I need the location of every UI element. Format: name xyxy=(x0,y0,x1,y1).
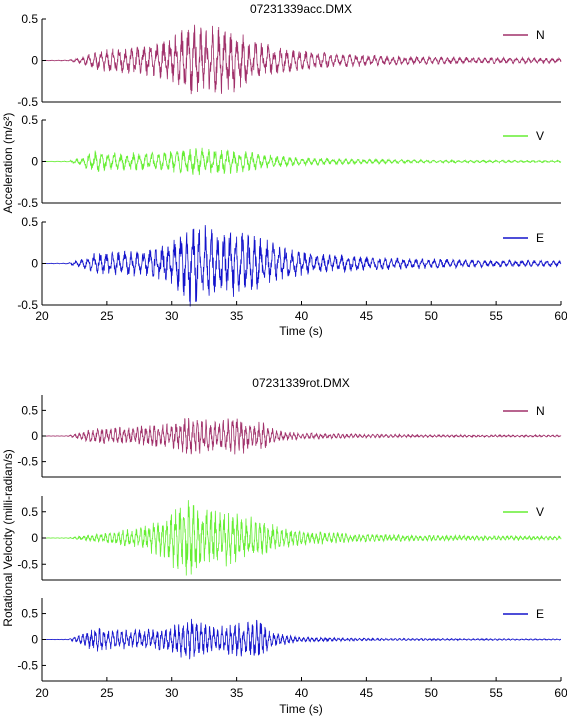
y-tick-label: 0.5 xyxy=(21,607,38,621)
x-tick-label: 40 xyxy=(295,686,309,700)
series-line-e xyxy=(41,225,562,307)
y-tick-label: 0 xyxy=(31,155,38,169)
x-tick-label: 20 xyxy=(35,686,49,700)
x-tick-label: 60 xyxy=(554,686,567,700)
acceleration-x-axis-label: Time (s) xyxy=(279,324,323,338)
y-tick-label: 0 xyxy=(31,429,38,443)
y-tick-label: 0.5 xyxy=(21,505,38,519)
y-tick-label: -0.5 xyxy=(17,196,38,210)
y-tick-label: 0.5 xyxy=(21,215,38,229)
y-tick-label: -0.5 xyxy=(17,298,38,312)
x-tick-label: 45 xyxy=(360,686,374,700)
series-line-e xyxy=(41,618,562,660)
panel-n-0: 0.5 0 -0.5 N xyxy=(17,12,562,109)
legend-label-e: E xyxy=(536,607,544,621)
y-tick-label: -0.5 xyxy=(17,455,38,469)
x-tick-label: 25 xyxy=(100,309,114,323)
panel-v-0: 0.5 0 -0.5 V xyxy=(17,113,562,210)
y-tick-label: -0.5 xyxy=(17,658,38,672)
y-tick-label: 0.5 xyxy=(21,113,38,127)
y-tick-label: -0.5 xyxy=(17,95,38,109)
y-tick-label: 0.5 xyxy=(21,403,38,417)
legend-label-v: V xyxy=(536,129,544,143)
x-tick-label: 20 xyxy=(35,309,49,323)
acceleration-y-axis-label: Acceleration (m/s²) xyxy=(1,113,15,214)
x-tick-label: 50 xyxy=(425,309,439,323)
x-tick-label: 50 xyxy=(425,686,439,700)
y-tick-label: 0 xyxy=(31,54,38,68)
panel-n-1: 0.5 0 -0.5 N xyxy=(17,395,562,478)
rotation-chart: 07231339rot.DMX Rotational Velocity (mil… xyxy=(1,376,567,716)
y-tick-label: 0.5 xyxy=(21,12,38,26)
series-line-v xyxy=(41,500,562,576)
x-tick-label: 35 xyxy=(230,309,244,323)
x-tick-label: 25 xyxy=(100,686,114,700)
series-line-n xyxy=(42,418,562,455)
rotation-y-axis-label: Rotational Velocity (milli-radian/s) xyxy=(1,449,15,626)
x-tick-label: 55 xyxy=(489,686,503,700)
x-axis: 20 25 30 35 40 45 50 55 60 xyxy=(35,301,567,323)
x-tick-label: 30 xyxy=(165,309,179,323)
panel-e-0: 0.5 0 -0.5 E xyxy=(17,215,562,312)
x-tick-label: 45 xyxy=(360,309,374,323)
x-tick-label: 40 xyxy=(295,309,309,323)
x-tick-label: 30 xyxy=(165,686,179,700)
legend-label-n: N xyxy=(536,404,545,418)
panel-v-1: 0.5 0 -0.5 V xyxy=(17,496,562,581)
panel-e-1: 0.5 0 -0.5 E xyxy=(17,598,562,682)
x-tick-label: 55 xyxy=(489,309,503,323)
x-axis: 20 25 30 35 40 45 50 55 60 xyxy=(35,677,567,700)
legend-label-n: N xyxy=(536,28,545,42)
rotation-chart-title: 07231339rot.DMX xyxy=(252,376,349,390)
y-tick-label: 0 xyxy=(31,633,38,647)
series-line-v xyxy=(41,147,562,176)
y-tick-label: -0.5 xyxy=(17,557,38,571)
y-tick-label: 0 xyxy=(31,531,38,545)
y-tick-label: 0 xyxy=(31,257,38,271)
rotation-x-axis-label: Time (s) xyxy=(279,702,323,716)
acceleration-chart-title: 07231339acc.DMX xyxy=(250,2,352,16)
acceleration-chart: 07231339acc.DMX Acceleration (m/s²) Time… xyxy=(1,2,567,338)
x-tick-label: 60 xyxy=(554,309,567,323)
x-tick-label: 35 xyxy=(230,686,244,700)
series-line-n xyxy=(41,24,562,95)
legend-label-v: V xyxy=(536,505,544,519)
legend-label-e: E xyxy=(536,231,544,245)
